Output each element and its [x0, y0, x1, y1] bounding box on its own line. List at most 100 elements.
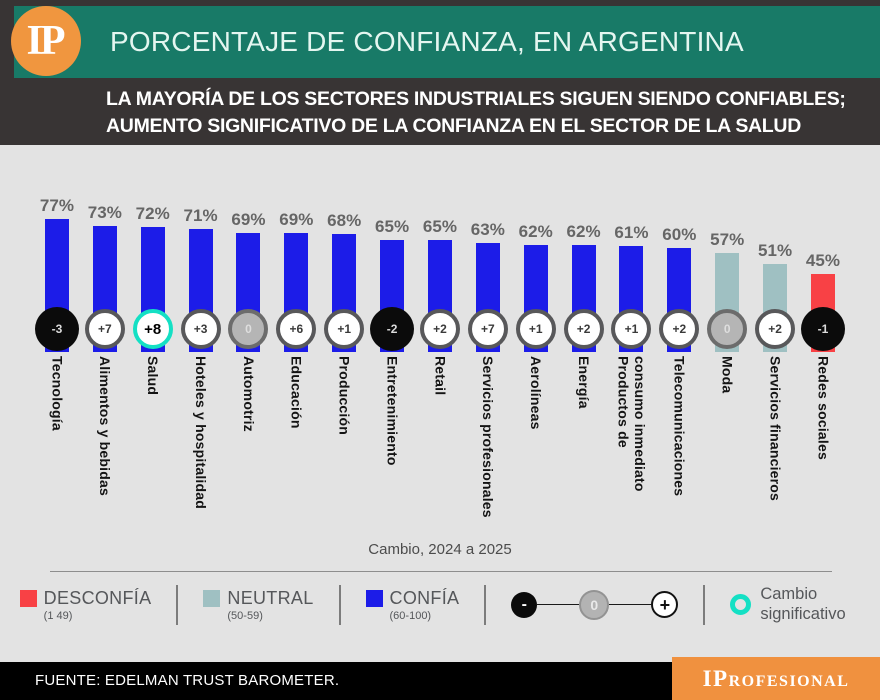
change-axis-note: Cambio, 2024 a 2025	[368, 541, 512, 558]
sector-column: 73% +7 Alimentos y bebidas	[81, 145, 129, 571]
brand-logo: IProfesional	[702, 665, 850, 691]
significant-ring-icon	[730, 594, 752, 616]
sector-label: Telecomunicaciones	[671, 356, 688, 497]
sector-label: Aerolíneas	[528, 356, 545, 430]
sector-column: 71% +3 Hoteles y hospitalidad	[177, 145, 225, 571]
change-badge: +1	[515, 309, 556, 349]
bar-value-label: 73%	[87, 203, 122, 222]
bar-value-label: 68%	[327, 211, 362, 230]
sector-column: 65% +2 Retail	[416, 145, 464, 571]
sector-label: Educación	[288, 356, 305, 429]
bar-value-label: 72%	[135, 204, 170, 223]
sector-label: Productos de consumo inmediato	[615, 356, 649, 492]
brand-block: IProfesional	[672, 657, 880, 700]
bar-value-label: 77%	[39, 196, 74, 215]
desconfia-swatch-icon	[19, 589, 37, 607]
bar-value-label: 61%	[614, 223, 649, 242]
change-badge: 0	[228, 309, 269, 349]
sector-column: 57% 0 Moda	[703, 145, 751, 571]
sector-column: 69% +6 Educación	[272, 145, 320, 571]
sector-label: Redes sociales	[815, 356, 832, 460]
sector-label: Salud	[145, 356, 162, 396]
sector-column: 62% +2 Energía	[560, 145, 608, 571]
sector-label: Retail	[432, 356, 449, 396]
sector-column: 60% +2 Telecomunicaciones	[655, 145, 703, 571]
header: PORCENTAJE DE CONFIANZA, EN ARGENTINA IP…	[0, 0, 880, 145]
bar-zone: 69% +6	[272, 145, 320, 352]
bar-zone: 45% -1	[799, 145, 847, 352]
bar-value-label: 62%	[566, 222, 601, 241]
sector-label: Servicios profesionales	[480, 356, 497, 518]
bar-value-label: 69%	[231, 210, 266, 229]
legend-item-neutral: NEUTRAL (50-59)	[203, 585, 313, 625]
change-badge: +2	[755, 309, 796, 349]
bar-zone: 73% +7	[81, 145, 129, 352]
bar-chart: 77% -3 Tecnología 73% +7 Alimentos y bebidas 7…	[33, 145, 847, 571]
scale-line	[537, 604, 580, 606]
legend-divider-line	[50, 571, 832, 572]
confia-swatch-icon	[365, 589, 383, 607]
legend-label: DESCONFÍA	[43, 587, 152, 608]
change-badge: +7	[467, 309, 508, 349]
bar-zone: 72% +8	[129, 145, 177, 352]
zero-circle-icon: 0	[579, 589, 610, 620]
bar-zone: 60% +2	[655, 145, 703, 352]
sector-label: Entretenimiento	[384, 356, 401, 466]
sector-column: 68% +1 Producción	[320, 145, 368, 571]
bar-value-label: 69%	[279, 210, 314, 229]
bar-value-label: 60%	[662, 225, 697, 244]
legend-separator	[176, 585, 179, 625]
change-badge: -2	[370, 307, 415, 351]
legend-range: (60-100)	[389, 609, 432, 622]
change-badge: -1	[800, 307, 845, 351]
bar-zone: 61% +1	[608, 145, 656, 352]
sector-column: 69% 0 Automotriz	[225, 145, 273, 571]
bar-value-label: 63%	[470, 220, 505, 239]
change-badge: +8	[132, 309, 173, 349]
bar-zone: 71% +3	[177, 145, 225, 352]
change-badge: 0	[707, 309, 748, 349]
subtitle-line-1: LA MAYORÍA DE LOS SECTORES INDUSTRIALES …	[106, 88, 846, 110]
sector-column: 77% -3 Tecnología	[33, 145, 81, 571]
sector-column: 72% +8 Salud	[129, 145, 177, 571]
sector-label: Moda	[719, 356, 736, 394]
change-badge: +2	[563, 309, 604, 349]
legend-change-scale: - 0 +	[511, 585, 679, 625]
bar-value-label: 71%	[183, 206, 218, 225]
bar-zone: 63% +7	[464, 145, 512, 352]
sector-label: Producción	[336, 356, 353, 436]
legend-item-confia: CONFÍA (60-100)	[365, 585, 460, 625]
change-badge: +7	[84, 309, 125, 349]
change-badge: -3	[34, 307, 79, 351]
sector-label: Hoteles y hospitalidad	[192, 356, 209, 509]
sector-column: 61% +1 Productos de consumo inmediato	[608, 145, 656, 571]
sector-column: 45% -1 Redes sociales	[799, 145, 847, 571]
change-badge: +1	[611, 309, 652, 349]
subtitle: LA MAYORÍA DE LOS SECTORES INDUSTRIALES …	[106, 86, 846, 140]
bar-zone: 62% +2	[560, 145, 608, 352]
change-badge: +1	[324, 309, 365, 349]
bar-value-label: 51%	[758, 241, 793, 260]
bar-zone: 62% +1	[512, 145, 560, 352]
legend-item-desconfia: DESCONFÍA (1 49)	[19, 585, 152, 625]
legend-range: (1 49)	[43, 609, 73, 622]
neutral-swatch-icon	[203, 589, 221, 607]
legend-separator	[338, 585, 341, 625]
bar-value-label: 62%	[518, 222, 553, 241]
bar-zone: 68% +1	[320, 145, 368, 352]
significant-label: Cambio significativo	[760, 585, 846, 623]
page-title: PORCENTAJE DE CONFIANZA, EN ARGENTINA	[110, 26, 744, 57]
iprofesional-logo-icon: IP	[11, 6, 81, 76]
legend-item-significant: Cambio significativo	[730, 585, 860, 625]
bar-zone: 65% -2	[368, 145, 416, 352]
sector-column: 65% -2 Entretenimiento	[368, 145, 416, 571]
legend-separator	[484, 585, 487, 625]
header-title-bar: PORCENTAJE DE CONFIANZA, EN ARGENTINA	[14, 6, 880, 78]
sector-label: Automotriz	[240, 356, 257, 432]
subtitle-line-2: AUMENTO SIGNIFICATIVO DE LA CONFIANZA EN…	[106, 115, 801, 137]
scale-line	[609, 604, 652, 606]
sector-label: Energía	[575, 356, 592, 409]
sector-column: 62% +1 Aerolíneas	[512, 145, 560, 571]
sector-column: 51% +2 Servicios financieros	[751, 145, 799, 571]
